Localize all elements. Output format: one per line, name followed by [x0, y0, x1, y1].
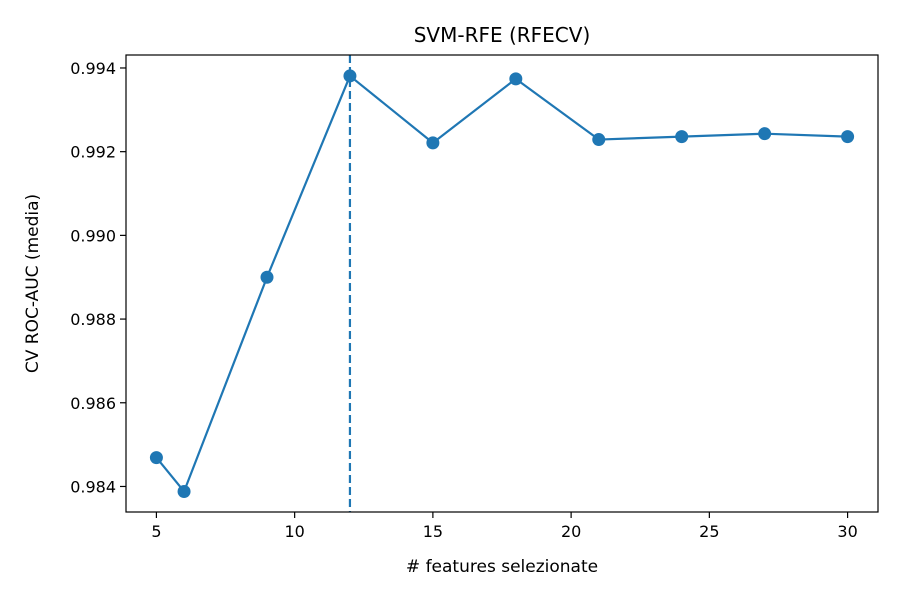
- y-tick-label: 0.990: [70, 226, 116, 245]
- data-point: [841, 130, 855, 144]
- y-tick-label: 0.988: [70, 310, 116, 329]
- y-axis: 0.984 0.986 0.988 0.990 0.992 0.994: [70, 59, 126, 496]
- x-tick-label: 10: [284, 522, 304, 541]
- data-point: [675, 130, 689, 144]
- y-tick-label: 0.984: [70, 477, 116, 496]
- data-point: [758, 127, 772, 141]
- y-axis-label: CV ROC-AUC (media): [23, 194, 43, 373]
- data-point: [260, 270, 274, 284]
- x-tick-label: 15: [423, 522, 443, 541]
- x-tick-label: 30: [837, 522, 857, 541]
- y-tick-label: 0.992: [70, 143, 116, 162]
- series-line: [155, 74, 848, 493]
- data-point: [426, 136, 440, 150]
- y-tick-label: 0.994: [70, 59, 116, 78]
- y-tick-label: 0.986: [70, 394, 116, 413]
- x-axis: 5 10 15 20 25 30: [151, 512, 858, 541]
- data-point: [177, 484, 191, 498]
- x-axis-label: # features selezionate: [406, 557, 598, 577]
- data-point: [509, 72, 523, 86]
- x-tick-label: 5: [151, 522, 161, 541]
- data-point: [149, 451, 163, 465]
- x-tick-label: 25: [699, 522, 719, 541]
- chart-title: SVM-RFE (RFECV): [414, 23, 591, 47]
- plot-frame: [125, 54, 879, 513]
- data-point: [343, 69, 357, 83]
- plot-area: [149, 55, 855, 512]
- x-tick-label: 20: [561, 522, 581, 541]
- data-point: [592, 133, 606, 147]
